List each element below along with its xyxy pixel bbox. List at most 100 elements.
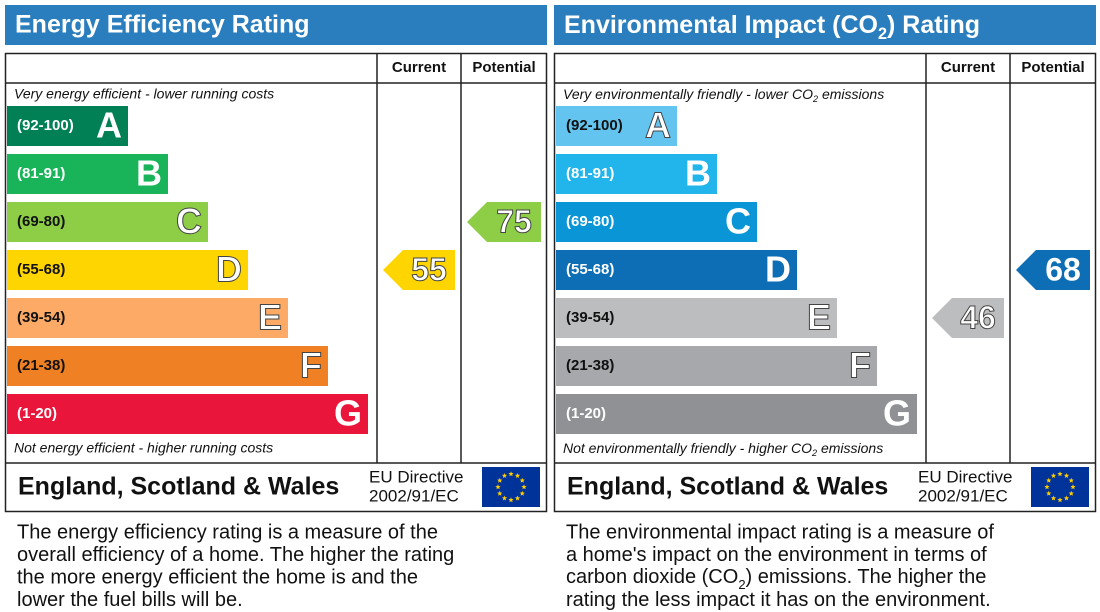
description-line: The environmental impact rating is a mea…: [566, 521, 994, 543]
rating-band: [556, 298, 837, 338]
eu-star: [1050, 495, 1057, 501]
eu-star: [1044, 484, 1050, 490]
band-letter: C: [176, 201, 202, 242]
rating-arrow: [467, 202, 541, 242]
panel-title: Environmental Impact (CO2) Rating: [564, 11, 980, 44]
description-line: The energy efficiency rating is a measur…: [17, 521, 438, 543]
eu-star: [1070, 484, 1076, 490]
band-letter: D: [216, 249, 242, 290]
bottom-note-part: Not environmentally friendly - higher CO: [563, 440, 812, 456]
band-letter: C: [725, 201, 751, 242]
band-letter: E: [807, 297, 831, 338]
eu-star: [1050, 472, 1057, 479]
band-letter: A: [645, 105, 671, 146]
rating-value: 46: [960, 299, 996, 335]
top-note-part: 2: [812, 94, 818, 104]
eu-star: [519, 477, 525, 483]
band-range: (39-54): [17, 309, 65, 326]
band-range: (55-68): [17, 261, 65, 278]
band-range: (69-80): [566, 213, 614, 230]
eu-star: [1068, 490, 1074, 496]
eu-star: [501, 472, 508, 479]
rating-band: [7, 298, 288, 338]
eu-star: [1063, 472, 1070, 479]
description-line-part: carbon dioxide (CO: [566, 566, 738, 588]
rating-arrow: [383, 250, 455, 290]
eu-star: [508, 471, 514, 477]
rating-band: [556, 394, 917, 434]
rating-band: [556, 202, 757, 242]
column-header: Current: [941, 59, 995, 76]
top-note: Very energy efficient - lower running co…: [14, 86, 274, 102]
eu-star: [1057, 471, 1063, 477]
eu-star: [497, 477, 503, 483]
band-letter: E: [258, 297, 282, 338]
directive: 2002/91/EC: [918, 486, 1008, 505]
panel-title-part: 2: [878, 25, 887, 43]
band-letter: F: [300, 345, 322, 386]
footer-region: England, Scotland & Wales: [567, 473, 888, 501]
eu-star: [1046, 490, 1052, 496]
rating-band: [7, 154, 168, 194]
band-letter: B: [685, 153, 711, 194]
eu-star: [514, 472, 521, 479]
eu-star: [519, 490, 525, 496]
rating-arrow: [932, 298, 1004, 338]
rating-value: 75: [496, 203, 532, 239]
band-range: (81-91): [566, 165, 614, 182]
bottom-note: Not environmentally friendly - higher CO…: [563, 440, 883, 459]
footer-region: England, Scotland & Wales: [18, 473, 339, 501]
description-line: the more energy efficient the home is an…: [17, 566, 418, 588]
description-line-part: ) emissions. The higher the: [746, 566, 987, 588]
column-header: Current: [392, 59, 446, 76]
bottom-note: Not energy efficient - higher running co…: [14, 440, 273, 456]
description-line: lower the fuel bills will be.: [17, 589, 243, 611]
bottom-note-part: 2: [811, 448, 817, 458]
top-note: Very environmentally friendly - lower CO…: [563, 86, 884, 105]
band-range: (21-38): [17, 357, 65, 374]
band-range: (55-68): [566, 261, 614, 278]
eu-star: [1057, 497, 1063, 503]
rating-frame: [553, 52, 1097, 513]
rating-frame: [4, 52, 548, 513]
band-letter: G: [334, 393, 362, 434]
rating-band: [7, 250, 248, 290]
rating-value: 68: [1045, 251, 1081, 287]
eu-star: [495, 484, 501, 490]
band-letter: B: [136, 153, 162, 194]
title-bar: [554, 5, 1096, 45]
band-letter: F: [849, 345, 871, 386]
band-range: (81-91): [17, 165, 65, 182]
band-letter: G: [883, 393, 911, 434]
rating-band: [7, 202, 208, 242]
description-line-part: 2: [738, 577, 745, 592]
eu-star: [497, 490, 503, 496]
rating-band: [7, 346, 328, 386]
band-range: (92-100): [566, 117, 623, 134]
column-header: Potential: [1021, 59, 1084, 76]
band-letter: D: [765, 249, 791, 290]
band-range: (1-20): [566, 405, 606, 422]
column-header: Potential: [472, 59, 535, 76]
directive: EU Directive: [369, 467, 463, 486]
eu-star: [1063, 495, 1070, 501]
rating-band: [7, 394, 368, 434]
description-line: rating the less impact it has on the env…: [566, 589, 991, 611]
description-line: a home's impact on the environment in te…: [566, 544, 987, 566]
eu-star: [508, 497, 514, 503]
eu-star: [521, 484, 527, 490]
band-range: (21-38): [566, 357, 614, 374]
top-note-part: Very environmentally friendly - lower CO: [563, 86, 813, 102]
band-letter: A: [96, 105, 122, 146]
band-range: (69-80): [17, 213, 65, 230]
title-bar: [5, 5, 547, 45]
eu-star: [1046, 477, 1052, 483]
top-note-part: emissions: [818, 86, 884, 102]
panel-title: Energy Efficiency Rating: [15, 11, 310, 39]
rating-band: [556, 250, 797, 290]
panel-title-part: ) Rating: [887, 11, 980, 39]
panel-title-part: Environmental Impact (CO: [564, 11, 878, 39]
band-range: (39-54): [566, 309, 614, 326]
rating-value: 55: [411, 251, 447, 287]
